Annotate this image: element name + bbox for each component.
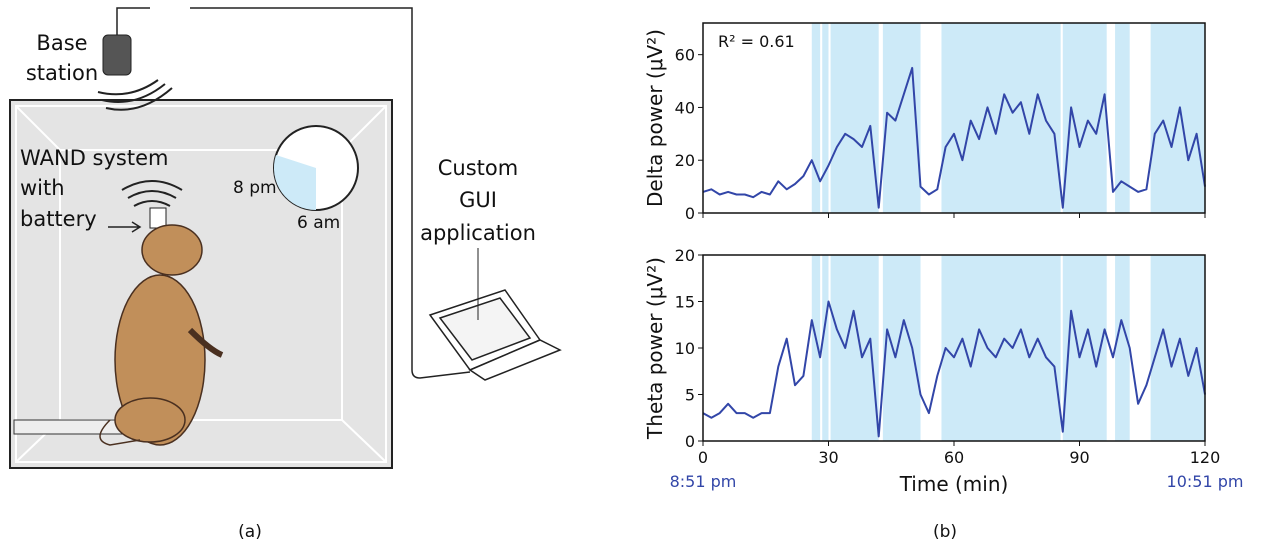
label: Custom GUI application (420, 156, 536, 245)
y-tick-label: 20 (675, 246, 695, 265)
label-line: GUI (459, 188, 497, 212)
label-line: Custom (438, 156, 518, 180)
cage-edges (15, 105, 387, 463)
x-tick-label: 60 (944, 448, 964, 467)
wire (116, 7, 471, 379)
clock-night (273, 155, 316, 211)
y-tick-label: 0 (685, 204, 695, 223)
y-tick-label: 60 (675, 46, 695, 65)
y-axis-label: Delta power (μV²) (643, 29, 667, 207)
x-tick-label: 0 (698, 448, 708, 467)
y-tick-label: 5 (685, 386, 695, 405)
y-tick-label: 10 (675, 339, 695, 358)
waves-wand (121, 180, 183, 207)
sleep-region (882, 23, 921, 213)
wand-device (149, 207, 167, 229)
sleep-region (1062, 255, 1107, 441)
label-line: WAND system (20, 146, 168, 170)
time-label: 8:51 pm (670, 472, 737, 491)
y-axis-label: Theta power (μV²) (643, 257, 667, 440)
caption: (a) (238, 522, 262, 542)
cage-inner (15, 105, 387, 463)
label-line: application (420, 221, 536, 245)
arrow (108, 221, 142, 233)
label: WAND system with battery (20, 146, 168, 231)
sleep-region (811, 255, 821, 441)
sleep-region (1115, 23, 1130, 213)
label-line: battery (20, 207, 97, 231)
y-tick-label: 15 (675, 293, 695, 312)
diagram: Base station WAND system with battery Custo… (9, 7, 562, 469)
sleep-region (882, 255, 921, 441)
sleep-region (1115, 255, 1130, 441)
clock-label: 8 pm (233, 178, 277, 198)
sleep-region (811, 23, 821, 213)
time-label: 10:51 pm (1167, 472, 1244, 491)
monkey (99, 224, 224, 446)
y-tick-label: 0 (685, 432, 695, 451)
sleep-region (822, 255, 829, 441)
label-line: Base (36, 31, 87, 55)
label: Base station (26, 31, 98, 85)
data-line (702, 66, 1206, 209)
data-line (702, 300, 1206, 438)
label-line: with (20, 176, 65, 200)
annotation: R² = 0.61 (718, 32, 795, 51)
y-tick-label: 40 (675, 98, 695, 117)
clock-label: 6 am (297, 213, 340, 233)
sleep-region (822, 23, 829, 213)
x-tick-label: 30 (818, 448, 838, 467)
base-station (102, 34, 132, 76)
sleep-region (830, 23, 879, 213)
x-axis-label: Time (min) (899, 472, 1009, 496)
laptop (428, 289, 562, 381)
x-tick-label: 90 (1069, 448, 1089, 467)
sleep-region (941, 23, 1061, 213)
caption: (b) (933, 522, 957, 542)
x-tick-label: 120 (1190, 448, 1221, 467)
y-tick-label: 20 (675, 151, 695, 170)
waves (97, 79, 173, 111)
label-line: station (26, 61, 98, 85)
